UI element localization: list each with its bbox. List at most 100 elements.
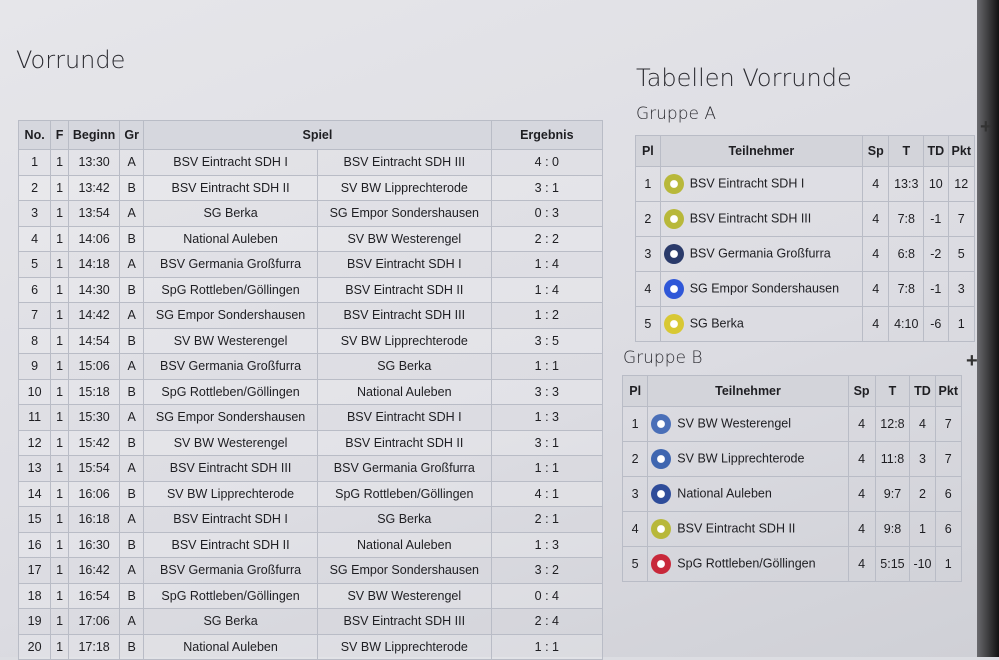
game-f: 1 [50, 582, 69, 609]
game-home-team: BSV Eintracht SDH III [143, 455, 318, 482]
game-home-team: SG Berka [143, 200, 318, 227]
game-time: 14:18 [67, 251, 121, 278]
standing-team: SG Berka [659, 306, 864, 342]
game-f: 1 [50, 506, 69, 533]
game-home-team: SG Empor Sondershausen [143, 404, 318, 431]
games-header-row: No. F Beginn Gr Spiel Ergebnis [17, 120, 604, 150]
standing-team: National Auleben [647, 476, 849, 512]
standing-team: BSV Eintracht SDH I [659, 166, 864, 202]
col-t: T [874, 375, 911, 407]
standing-place: 4 [621, 511, 649, 547]
game-f: 1 [50, 455, 69, 482]
game-home-team: BSV Germania Großfurra [143, 353, 318, 380]
standing-t: 13:3 [888, 166, 925, 202]
group-title: Gruppe B [623, 348, 703, 368]
standing-td: 4 [909, 406, 936, 442]
game-no: 15 [17, 506, 52, 533]
game-result: 1 : 2 [490, 302, 604, 329]
game-no: 17 [17, 557, 52, 584]
game-f: 1 [50, 251, 69, 278]
team-name: National Auleben [677, 486, 772, 501]
game-f: 1 [50, 174, 69, 201]
game-away-team: National Auleben [316, 378, 492, 405]
col-ergebnis: Ergebnis [490, 120, 604, 150]
game-away-team: BSV Germania Großfurra [316, 455, 492, 482]
game-row: 15 1 16:18 A BSV Eintracht SDH I SG Berka 2 : … [17, 506, 604, 533]
game-no: 4 [17, 225, 52, 252]
plus-icon[interactable]: + [966, 350, 978, 372]
game-result: 1 : 1 [490, 353, 604, 380]
group-table: Pl Teilnehmer Sp T TD Pkt 1 BSV Eintracht SDH I… [635, 135, 976, 342]
standing-t: 4:10 [888, 306, 925, 342]
game-away-team: SV BW Westerengel [316, 582, 492, 609]
standing-row: 2 BSV Eintracht SDH III 4 7:8 -1 7 [635, 201, 976, 237]
standing-place: 2 [635, 201, 661, 237]
game-result: 2 : 1 [490, 506, 604, 533]
game-away-team: SG Berka [316, 506, 492, 533]
standing-t: 6:8 [888, 236, 925, 272]
game-home-team: SV BW Westerengel [143, 429, 318, 456]
game-group: B [119, 429, 145, 456]
standing-pkt: 6 [934, 476, 963, 512]
game-time: 13:42 [67, 174, 121, 201]
standing-row: 2 SV BW Lipprechterode 4 11:8 3 7 [621, 441, 963, 477]
game-f: 1 [50, 378, 69, 405]
game-group: B [119, 378, 145, 405]
game-group: A [119, 404, 145, 431]
team-logo-icon [663, 244, 684, 264]
game-result: 0 : 4 [490, 582, 604, 609]
standing-team: SG Empor Sondershausen [659, 271, 864, 307]
standing-sp: 4 [862, 201, 890, 237]
game-result: 1 : 3 [490, 531, 604, 558]
game-home-team: SG Empor Sondershausen [143, 302, 318, 329]
game-time: 17:18 [67, 633, 121, 660]
plus-icon[interactable]: + [980, 116, 992, 138]
game-result: 4 : 0 [490, 149, 604, 176]
standing-t: 12:8 [874, 406, 911, 442]
game-time: 13:54 [67, 200, 121, 227]
game-row: 12 1 15:42 B SV BW Westerengel BSV Eintracht … [17, 429, 604, 456]
standing-row: 1 SV BW Westerengel 4 12:8 4 7 [621, 406, 963, 442]
game-no: 8 [17, 327, 52, 354]
standing-td: -1 [923, 201, 949, 237]
standing-t: 9:7 [874, 476, 911, 512]
game-away-team: BSV Eintracht SDH III [316, 149, 492, 176]
standing-td: 3 [909, 441, 936, 477]
game-home-team: National Auleben [143, 633, 318, 660]
standing-place: 5 [621, 546, 649, 582]
game-group: B [119, 633, 145, 660]
game-no: 19 [17, 608, 52, 635]
game-result: 3 : 1 [490, 429, 604, 456]
game-result: 4 : 1 [490, 480, 604, 507]
col-t: T [888, 135, 925, 167]
game-no: 18 [17, 582, 52, 609]
game-no: 14 [17, 480, 52, 507]
standing-row: 4 SG Empor Sondershausen 4 7:8 -1 3 [635, 271, 976, 307]
monitor-bezel [977, 0, 999, 657]
game-f: 1 [50, 633, 69, 660]
col-f: F [50, 120, 69, 150]
game-row: 17 1 16:42 A BSV Germania Großfurra SG Empor … [17, 557, 604, 584]
standing-sp: 4 [847, 511, 876, 547]
team-logo-icon [663, 174, 684, 194]
standing-team: SpG Rottleben/Göllingen [647, 546, 849, 582]
team-logo-icon [663, 314, 684, 334]
game-row: 16 1 16:30 B BSV Eintracht SDH II National Au… [17, 531, 604, 558]
team-name: BSV Eintracht SDH II [677, 521, 796, 536]
game-home-team: BSV Germania Großfurra [143, 557, 318, 584]
game-group: B [119, 327, 145, 354]
col-sp: Sp [862, 135, 890, 167]
game-result: 1 : 1 [490, 455, 604, 482]
col-no: No. [17, 120, 52, 150]
game-time: 17:06 [67, 608, 121, 635]
game-home-team: SV BW Lipprechterode [143, 480, 318, 507]
team-logo-icon [651, 484, 672, 504]
game-away-team: BSV Eintracht SDH I [316, 404, 492, 431]
game-group: B [119, 174, 145, 201]
standing-sp: 4 [862, 306, 890, 342]
standing-team: BSV Germania Großfurra [659, 236, 864, 272]
col-td: TD [923, 135, 949, 167]
game-no: 2 [17, 174, 52, 201]
team-logo-icon [663, 209, 684, 229]
game-no: 12 [17, 429, 52, 456]
